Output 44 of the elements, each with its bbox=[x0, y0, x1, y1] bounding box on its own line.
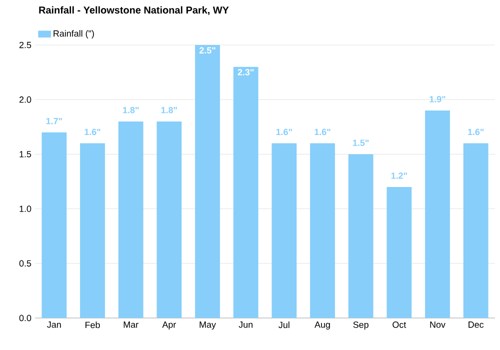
x-tick-label: Apr bbox=[162, 322, 176, 330]
x-tick-label: Jan bbox=[47, 322, 61, 328]
bar bbox=[272, 143, 297, 318]
data-label: 2.5" bbox=[199, 47, 216, 54]
bar bbox=[156, 121, 182, 318]
data-label: 1.5" bbox=[353, 140, 369, 146]
x-tick-label: May bbox=[200, 322, 216, 330]
y-tick-label: 0.5 bbox=[19, 260, 32, 267]
y-tick-label: 2.5 bbox=[19, 42, 32, 48]
x-tick-label: Dec bbox=[468, 322, 484, 328]
x-tick-label: Jul bbox=[278, 322, 290, 328]
bar bbox=[42, 132, 67, 318]
bar bbox=[425, 110, 450, 318]
x-tick-label: Sep bbox=[353, 322, 368, 330]
y-tick-label: 1.0 bbox=[20, 206, 32, 212]
x-tick-label: Mar bbox=[124, 322, 138, 328]
data-label: 1.6" bbox=[276, 128, 292, 136]
data-label: 1.8" bbox=[123, 106, 139, 114]
chart-title: Rainfall - Yellowstone National Park, WY bbox=[39, 6, 229, 16]
data-label: 2.3" bbox=[238, 69, 254, 76]
bar bbox=[310, 143, 335, 318]
bar bbox=[195, 45, 220, 318]
legend-label: Rainfall (") bbox=[54, 30, 94, 38]
data-label: 1.6" bbox=[84, 128, 100, 136]
data-label: 1.8" bbox=[161, 106, 177, 114]
x-tick-label: Aug bbox=[314, 322, 330, 330]
y-tick-label: 1.5 bbox=[20, 151, 32, 158]
y-tick-label: 2.0 bbox=[19, 96, 32, 103]
data-label: 1.7" bbox=[46, 118, 62, 124]
x-tick-label: Nov bbox=[430, 322, 446, 328]
bar bbox=[233, 66, 258, 318]
x-tick-label: Jun bbox=[238, 322, 252, 328]
y-tick-label: 0.0 bbox=[19, 314, 32, 322]
bar bbox=[118, 121, 144, 318]
data-label: 1.6" bbox=[314, 128, 330, 136]
x-tick-label: Oct bbox=[392, 322, 406, 328]
bar bbox=[348, 154, 374, 318]
data-label: 1.6" bbox=[468, 128, 484, 136]
data-label: 1.9" bbox=[430, 96, 446, 102]
bar bbox=[386, 186, 412, 318]
bar bbox=[80, 143, 105, 318]
data-label: 1.2" bbox=[391, 172, 407, 179]
x-tick-label: Feb bbox=[86, 322, 100, 328]
bar bbox=[463, 143, 488, 318]
